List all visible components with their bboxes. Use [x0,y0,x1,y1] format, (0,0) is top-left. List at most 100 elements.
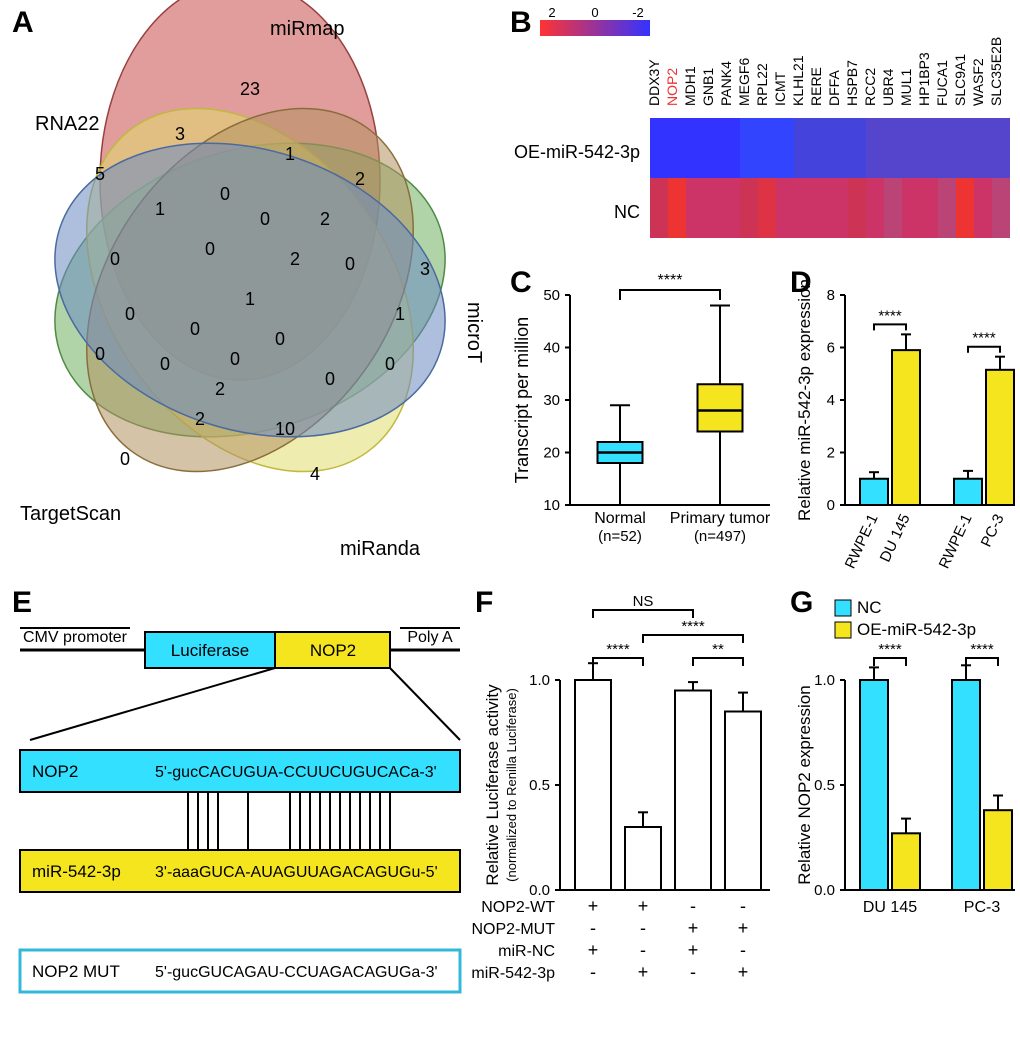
panel-c-label: C [510,266,532,299]
hm-cell [848,118,866,178]
hm-cell [938,178,956,238]
venn-n: 3 [420,259,430,279]
hm-cell [956,118,974,178]
hm-cell [866,178,884,238]
hm-cell [704,118,722,178]
venn-n: 2 [290,249,300,269]
box [698,384,743,431]
bar [675,691,711,891]
f-cond-row: miR-NC [498,943,555,960]
hm-cell [740,118,758,178]
venn-label-mirmap: miRmap [270,18,344,40]
hm-gene-label: DFFA [826,70,842,106]
figure-svg: A RNA22 miRmap microT miRanda TargetScan… [0,0,1020,1041]
venn-n: 0 [95,344,105,364]
hm-cell [650,118,668,178]
hm-cell [704,178,722,238]
hm-cell [992,118,1010,178]
venn-n: 0 [325,369,335,389]
venn-n: 0 [125,304,135,324]
f-cond-cell: + [638,962,649,982]
svg-text:0.0: 0.0 [529,882,550,899]
bar [860,479,888,505]
hm-cell [686,178,704,238]
f-cond-cell: - [690,962,696,982]
panel-b-label: B [510,6,532,39]
d-xlabel: PC-3 [978,512,1008,550]
hm-gene-label: UBR4 [880,68,896,106]
bar [952,680,980,890]
g-xlabel: DU 145 [863,899,917,916]
f-cond-row: NOP2-WT [481,899,555,916]
hm-cell [668,118,686,178]
f-ylabel2: (normalized to Renilla Luciferase) [504,688,519,882]
d-ylabel: Relative miR-542-3p expression [795,279,814,521]
hm-gene-label: HSPB7 [844,60,860,106]
venn-label-rna22: RNA22 [35,113,99,135]
hm-gene-label: RCC2 [862,68,878,106]
svg-text:0.5: 0.5 [529,777,550,794]
e-seq2: 3'-aaaGUCA-AUAGUUAGACAGUGu-5' [155,864,438,881]
hm-gene-label: MEGF6 [736,58,752,106]
hm-cell [758,118,776,178]
hm-cell [758,178,776,238]
svg-text:1.0: 1.0 [814,672,835,689]
e-promoter: CMV promoter [23,629,128,646]
hm-gene-label: MDH1 [682,66,698,106]
sig: **** [606,641,630,658]
hm-gene-label: RPL22 [754,63,770,106]
venn-n: 0 [120,449,130,469]
hm-cell [848,178,866,238]
scale-min: -2 [632,5,644,20]
f-cond-cell: + [738,962,749,982]
venn-label-microt: microT [463,302,485,363]
scale-mid: 0 [591,5,598,20]
venn-n: 1 [245,289,255,309]
venn-n: 5 [95,164,105,184]
hm-cell [830,118,848,178]
bar [892,350,920,505]
venn-n: 2 [215,379,225,399]
hm-gene-label: NOP2 [664,68,680,106]
venn-n: 10 [275,419,295,439]
hm-gene-label: ICMT [772,71,788,106]
hm-cell [830,178,848,238]
sig: **** [681,618,705,635]
hm-row2: NC [614,202,640,222]
c-ylabel: Transcript per million [512,317,532,483]
bar [625,827,661,890]
hm-gene-label: PANK4 [718,61,734,106]
bar [575,680,611,890]
hm-cell [794,118,812,178]
svg-text:20: 20 [543,445,560,462]
bar [860,680,888,890]
f-cond-cell: + [588,896,599,916]
venn-n: 23 [240,79,260,99]
hm-cell [902,118,920,178]
g-legend-nc: NC [857,598,882,617]
venn-n: 2 [195,409,205,429]
hm-cell [668,178,686,238]
hm-cell [722,118,740,178]
venn-label-miranda: miRanda [340,538,421,560]
hm-gene-label: RERE [808,67,824,106]
hm-cell [902,178,920,238]
hm-cell [866,118,884,178]
venn-n: 4 [310,464,320,484]
c-n1: (n=52) [598,528,642,545]
panel-a-label: A [12,6,34,39]
hm-gene-label: SLC9A1 [952,54,968,106]
svg-text:8: 8 [827,287,835,304]
e-polya: Poly A [407,629,453,646]
scale-max: 2 [548,5,555,20]
panel-c: C 1020304050 Transcript per million ****… [510,266,771,545]
c-cat1: Normal [594,510,646,527]
svg-text:6: 6 [827,340,835,357]
svg-text:1.0: 1.0 [529,672,550,689]
f-cond-cell: - [690,896,696,916]
venn-n: 0 [220,184,230,204]
hm-cell [956,178,974,238]
d-xlabel: RWPE-1 [842,512,882,572]
venn-n: 0 [260,209,270,229]
venn-n: 2 [355,169,365,189]
